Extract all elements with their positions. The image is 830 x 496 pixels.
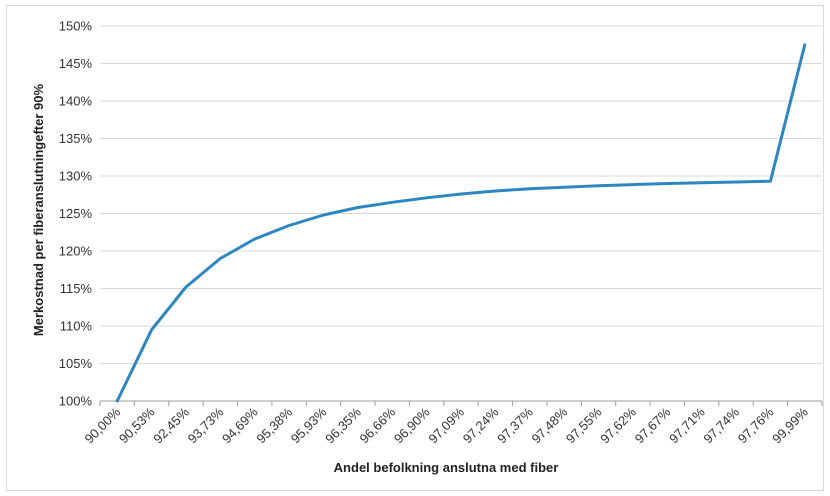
data-point [425,196,428,199]
gridlines [100,25,822,364]
x-tick-label: 99,99% [769,404,811,446]
y-tick-label: 105% [59,356,93,371]
x-tick-label: 97,55% [563,404,605,446]
data-point [528,187,531,190]
y-tick-label: 100% [59,394,93,409]
data-point [356,206,360,209]
data-point [287,224,291,227]
data-point [494,189,497,193]
chart-frame [6,5,824,491]
data-point [219,257,222,260]
x-tick-label: 95,93% [288,404,330,446]
x-tick-label: 96,66% [357,404,399,446]
data-point [322,213,325,217]
x-tick-label: 97,62% [597,404,639,446]
x-tick-label: 92,45% [150,404,192,446]
x-tick-label: 90,00% [82,404,124,446]
y-tick-label: 120% [59,244,93,259]
y-axis-title: Merkostnad per fiberanslutningefter 90% [31,84,46,337]
data-point [391,201,394,204]
y-tick-label: 115% [60,281,93,296]
x-tick-label: 97,37% [494,404,536,446]
y-tick-label: 135% [59,131,93,146]
data-point [115,399,119,403]
x-tick-label: 95,38% [253,404,295,446]
x-tick-label: 97,09% [425,404,467,446]
x-tick-label: 90,53% [116,404,158,446]
data-point [700,181,703,184]
y-tick-label: 150% [59,19,93,34]
data-point [734,180,738,184]
data-point [562,186,566,189]
x-tick-label: 97,67% [632,404,674,446]
y-tick-label: 145% [59,56,93,71]
x-axis-title: Andel befolkning anslutna med fiber [334,460,559,475]
y-tick-label: 140% [59,94,93,109]
data-point [769,180,772,183]
y-tick-label: 125% [59,206,93,221]
x-tick-labels: 90,00%90,53%92,45%93,73%94,69%95,38%95,9… [82,404,812,446]
series-layer [115,43,807,403]
x-tick-label: 97,76% [735,404,777,446]
x-tick-label: 96,90% [391,404,433,446]
y-tick-label: 110% [60,319,93,334]
data-point [184,285,188,289]
data-point [631,183,635,186]
y-tick-labels: 100% 105% 110% 115% 120% 125% 130% 135% 140% 145%… [59,19,93,409]
x-tick-label: 96,35% [322,404,364,446]
data-point [150,328,153,331]
x-tick-label: 97,48% [528,404,570,446]
data-point [597,184,600,187]
x-tick-label: 97,24% [460,404,502,446]
x-tick-label: 97,74% [700,404,742,446]
data-point [253,237,256,241]
axes [99,400,823,406]
y-tick-label: 130% [59,169,93,184]
x-tick-label: 94,69% [219,404,261,446]
series-line [115,43,807,403]
x-tick-label: 97,71% [666,404,708,446]
data-point [459,192,463,196]
data-point [666,182,669,185]
data-point [803,43,807,46]
x-tick-label: 93,73% [185,404,227,446]
